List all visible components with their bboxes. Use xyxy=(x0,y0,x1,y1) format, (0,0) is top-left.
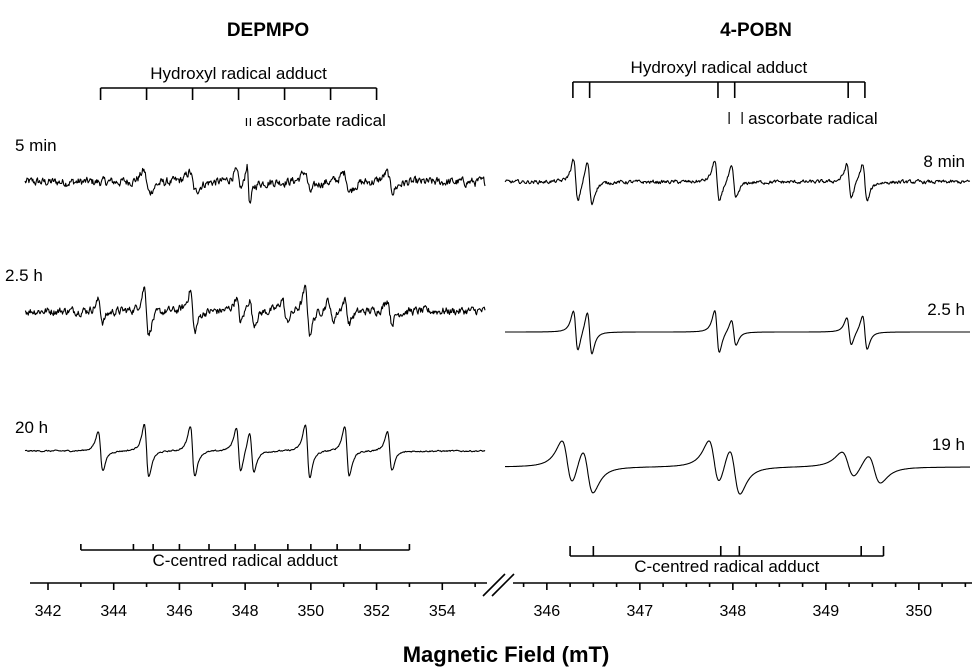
spectrum-trace-2.5-h xyxy=(24,284,486,337)
x-tick-label: 348 xyxy=(719,603,746,620)
trace-time-label: 20 h xyxy=(15,418,48,437)
trace-time-label: 5 min xyxy=(15,136,57,155)
x-tick-label: 350 xyxy=(905,603,932,620)
hydroxyl-adduct-label: Hydroxyl radical adduct xyxy=(631,58,808,77)
panel-title-depmpo: DEPMPO xyxy=(227,20,309,41)
spectrum-trace-20-h xyxy=(24,423,486,479)
axis-break-mark xyxy=(491,573,515,597)
x-tick-label: 344 xyxy=(100,603,127,620)
spectrum-trace-19-h xyxy=(505,440,970,495)
spectrum-trace-5-min xyxy=(24,163,486,204)
trace-time-label: 2.5 h xyxy=(927,300,965,319)
x-tick-label: 349 xyxy=(812,603,839,620)
x-tick-label: 348 xyxy=(232,603,259,620)
x-tick-label: 347 xyxy=(626,603,653,620)
x-axis-title: Magnetic Field (mT) xyxy=(403,642,610,667)
spectrum-trace-2.5-h xyxy=(505,310,970,355)
spectrum-trace-8-min xyxy=(504,158,971,206)
magnetic-field-axis: 342 344 346 348 350 352 354 346 347 348 349 350 xyxy=(30,573,972,620)
trace-time-label: 19 h xyxy=(932,435,965,454)
x-tick-label: 352 xyxy=(363,603,390,620)
x-tick-label: 346 xyxy=(533,603,560,620)
trace-time-label: 8 min xyxy=(923,152,965,171)
x-tick-label: 350 xyxy=(298,603,325,620)
trace-time-label: 2.5 h xyxy=(5,266,43,285)
axis-break-mark xyxy=(482,573,506,597)
x-tick-label: 346 xyxy=(166,603,193,620)
x-tick-label: 354 xyxy=(429,603,456,620)
hydroxyl-adduct-label: Hydroxyl radical adduct xyxy=(150,64,327,83)
stick-diagrams: Hydroxyl radical adduct ascorbate radical… xyxy=(80,58,885,576)
spectrum-traces: 5 min 2.5 h 20 h 8 min 2.5 h 19 h xyxy=(5,136,971,495)
panel-title-4-pobn: 4-POBN xyxy=(720,20,792,41)
x-tick-label: 342 xyxy=(35,603,62,620)
ascorbate-label: ascorbate radical xyxy=(256,111,385,130)
c-centred-adduct-label: C-centred radical adduct xyxy=(634,557,819,576)
c-centred-adduct-label: C-centred radical adduct xyxy=(153,551,338,570)
ascorbate-label: ascorbate radical xyxy=(748,109,877,128)
